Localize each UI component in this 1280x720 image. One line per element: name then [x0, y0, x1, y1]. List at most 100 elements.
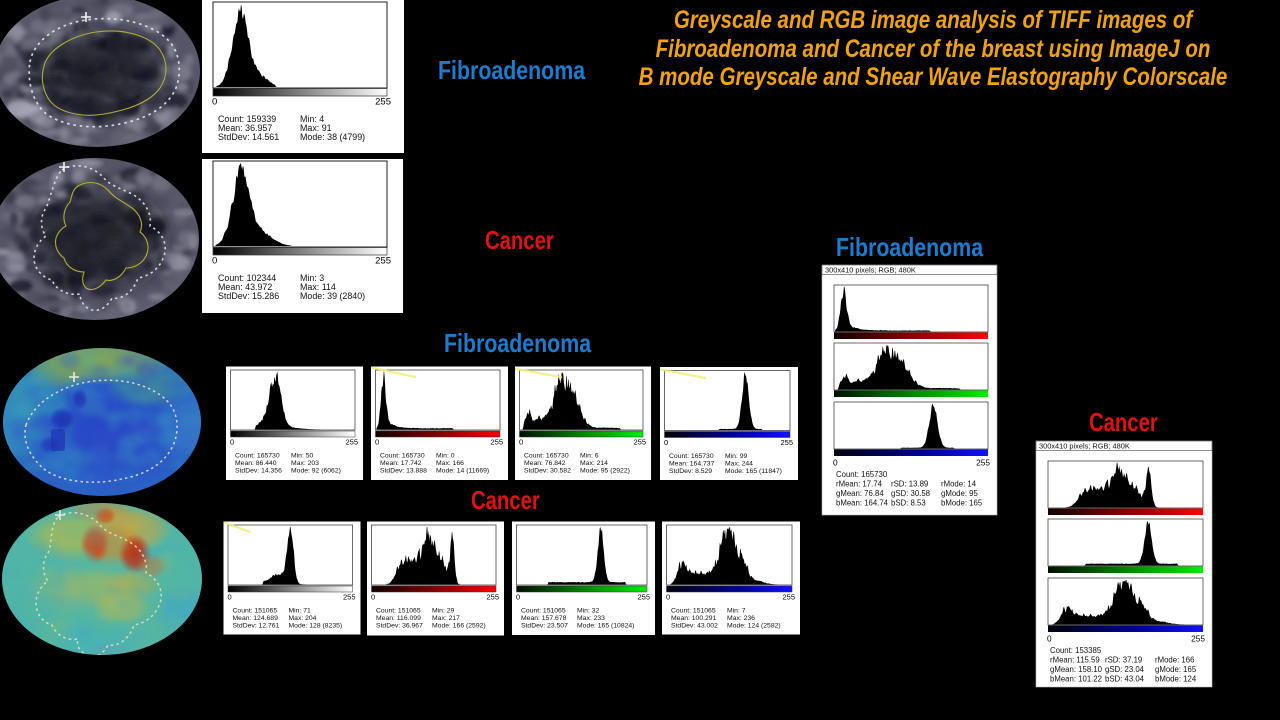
svg-text:Count: 151065: Count: 151065 — [233, 608, 278, 615]
svg-text:0: 0 — [212, 256, 217, 267]
svg-text:0: 0 — [1047, 634, 1052, 644]
svg-text:Min: 71: Min: 71 — [289, 608, 312, 615]
svg-text:Min: 7: Min: 7 — [727, 608, 746, 615]
svg-text:Min: 29: Min: 29 — [432, 608, 455, 615]
svg-text:Max: 233: Max: 233 — [577, 615, 605, 622]
svg-text:255: 255 — [637, 593, 650, 602]
svg-text:rSD: 37.19: rSD: 37.19 — [1105, 656, 1142, 665]
svg-text:255: 255 — [780, 438, 793, 447]
svg-text:Count: 165730: Count: 165730 — [669, 453, 714, 460]
svg-text:Mode: 124 (2582): Mode: 124 (2582) — [727, 623, 781, 630]
svg-text:300x410 pixels; RGB; 480K: 300x410 pixels; RGB; 480K — [1039, 442, 1130, 451]
svg-text:0: 0 — [375, 438, 379, 447]
svg-text:0: 0 — [230, 438, 234, 447]
svg-text:StdDev: 23.507: StdDev: 23.507 — [521, 623, 568, 630]
svg-text:Count: 159339: Count: 159339 — [218, 114, 276, 124]
svg-text:Mode: 14 (11669): Mode: 14 (11669) — [436, 468, 489, 475]
svg-text:bSD: 8.53: bSD: 8.53 — [891, 499, 926, 508]
svg-text:255: 255 — [345, 438, 358, 447]
svg-text:StdDev: 12.761: StdDev: 12.761 — [233, 623, 280, 630]
svg-text:Count: 165730: Count: 165730 — [380, 453, 425, 460]
svg-text:255: 255 — [343, 593, 356, 602]
svg-text:0: 0 — [664, 438, 668, 447]
svg-text:Min: 6: Min: 6 — [580, 453, 599, 460]
svg-text:bMean: 164.74: bMean: 164.74 — [836, 499, 889, 508]
svg-text:Max: 217: Max: 217 — [432, 615, 460, 622]
svg-text:Mode: 166 (2592): Mode: 166 (2592) — [432, 623, 486, 630]
svg-text:Count: 165730: Count: 165730 — [235, 453, 280, 460]
svg-text:Max: 214: Max: 214 — [580, 460, 608, 467]
svg-text:Mean: 157.678: Mean: 157.678 — [521, 615, 567, 622]
svg-text:Mean: 164.737: Mean: 164.737 — [669, 461, 715, 468]
svg-text:bMode: 124: bMode: 124 — [1155, 675, 1197, 684]
svg-text:Mean: 36.957: Mean: 36.957 — [218, 123, 272, 133]
svg-text:Count: 151065: Count: 151065 — [521, 608, 566, 615]
svg-text:Count: 151065: Count: 151065 — [376, 608, 421, 615]
svg-text:300x410 pixels; RGB; 480K: 300x410 pixels; RGB; 480K — [825, 266, 916, 275]
svg-text:StdDev: 8.529: StdDev: 8.529 — [669, 468, 712, 475]
svg-text:Min: 50: Min: 50 — [291, 453, 314, 460]
svg-text:bMode: 165: bMode: 165 — [941, 499, 983, 508]
svg-text:Mode: 165 (11847): Mode: 165 (11847) — [725, 468, 782, 475]
svg-text:StdDev: 14.561: StdDev: 14.561 — [218, 132, 279, 142]
svg-text:Mode: 92 (6062): Mode: 92 (6062) — [291, 468, 341, 475]
svg-text:Mean: 76.842: Mean: 76.842 — [524, 460, 566, 467]
svg-text:Max: 204: Max: 204 — [289, 615, 317, 622]
svg-text:Mode: 95 (2922): Mode: 95 (2922) — [580, 468, 630, 475]
svg-text:Mode: 39 (2840): Mode: 39 (2840) — [300, 291, 365, 301]
svg-text:Max: 166: Max: 166 — [436, 460, 464, 467]
svg-text:255: 255 — [976, 458, 990, 468]
svg-text:255: 255 — [486, 593, 499, 602]
svg-text:Count: 165730: Count: 165730 — [836, 470, 888, 479]
svg-text:Mode: 128 (8235): Mode: 128 (8235) — [289, 623, 343, 630]
svg-text:Max: 114: Max: 114 — [300, 282, 336, 292]
svg-text:0: 0 — [666, 593, 670, 602]
svg-text:StdDev: 14.356: StdDev: 14.356 — [235, 468, 282, 475]
svg-text:StdDev: 30.582: StdDev: 30.582 — [524, 468, 571, 475]
svg-text:rMean: 17.74: rMean: 17.74 — [836, 480, 883, 489]
svg-text:Mode: 165 (10824): Mode: 165 (10824) — [577, 623, 634, 630]
svg-text:Max: 203: Max: 203 — [291, 460, 319, 467]
svg-text:gSD: 30.58: gSD: 30.58 — [891, 489, 930, 498]
svg-text:Count: 102344: Count: 102344 — [218, 273, 276, 283]
svg-text:Min: 4: Min: 4 — [300, 114, 324, 124]
svg-text:Min: 0: Min: 0 — [436, 453, 455, 460]
svg-text:StdDev: 13.888: StdDev: 13.888 — [380, 468, 427, 475]
svg-text:Count: 151065: Count: 151065 — [671, 608, 716, 615]
svg-text:Mean: 124.689: Mean: 124.689 — [233, 615, 279, 622]
svg-text:bSD: 43.04: bSD: 43.04 — [1105, 675, 1145, 684]
svg-text:rMode: 166: rMode: 166 — [1155, 656, 1194, 665]
svg-text:gMode: 95: gMode: 95 — [941, 489, 979, 498]
svg-text:0: 0 — [212, 97, 217, 108]
svg-text:255: 255 — [633, 438, 646, 447]
svg-text:Min: 3: Min: 3 — [300, 273, 324, 283]
svg-text:Mean: 43.972: Mean: 43.972 — [218, 282, 272, 292]
svg-text:StdDev: 43.002: StdDev: 43.002 — [671, 623, 718, 630]
svg-text:Count: 153385: Count: 153385 — [1050, 646, 1102, 655]
svg-text:0: 0 — [833, 458, 838, 468]
svg-text:gSD: 23.04: gSD: 23.04 — [1105, 665, 1145, 674]
svg-text:StdDev: 15.286: StdDev: 15.286 — [218, 291, 279, 301]
svg-text:Max: 91: Max: 91 — [300, 123, 332, 133]
svg-text:Max: 236: Max: 236 — [727, 615, 755, 622]
svg-text:0: 0 — [228, 593, 232, 602]
svg-text:0: 0 — [519, 438, 523, 447]
svg-text:255: 255 — [1191, 634, 1205, 644]
svg-text:Mean: 17.742: Mean: 17.742 — [380, 460, 422, 467]
svg-text:rSD: 13.89: rSD: 13.89 — [891, 480, 928, 489]
svg-text:rMean: 115.59: rMean: 115.59 — [1050, 656, 1100, 665]
svg-text:0: 0 — [516, 593, 520, 602]
svg-text:StdDev: 36.967: StdDev: 36.967 — [376, 623, 423, 630]
svg-text:Min: 32: Min: 32 — [577, 608, 600, 615]
svg-text:255: 255 — [375, 256, 391, 267]
svg-text:gMean: 76.84: gMean: 76.84 — [836, 489, 884, 498]
svg-text:rMode: 14: rMode: 14 — [941, 480, 977, 489]
svg-text:255: 255 — [782, 593, 795, 602]
svg-text:Max: 244: Max: 244 — [725, 461, 753, 468]
svg-text:Mean: 100.291: Mean: 100.291 — [671, 615, 717, 622]
svg-text:Min: 99: Min: 99 — [725, 453, 748, 460]
svg-text:255: 255 — [375, 97, 391, 108]
svg-text:Mean: 116.099: Mean: 116.099 — [376, 615, 421, 622]
svg-text:gMode: 165: gMode: 165 — [1155, 665, 1197, 674]
svg-text:255: 255 — [490, 438, 503, 447]
